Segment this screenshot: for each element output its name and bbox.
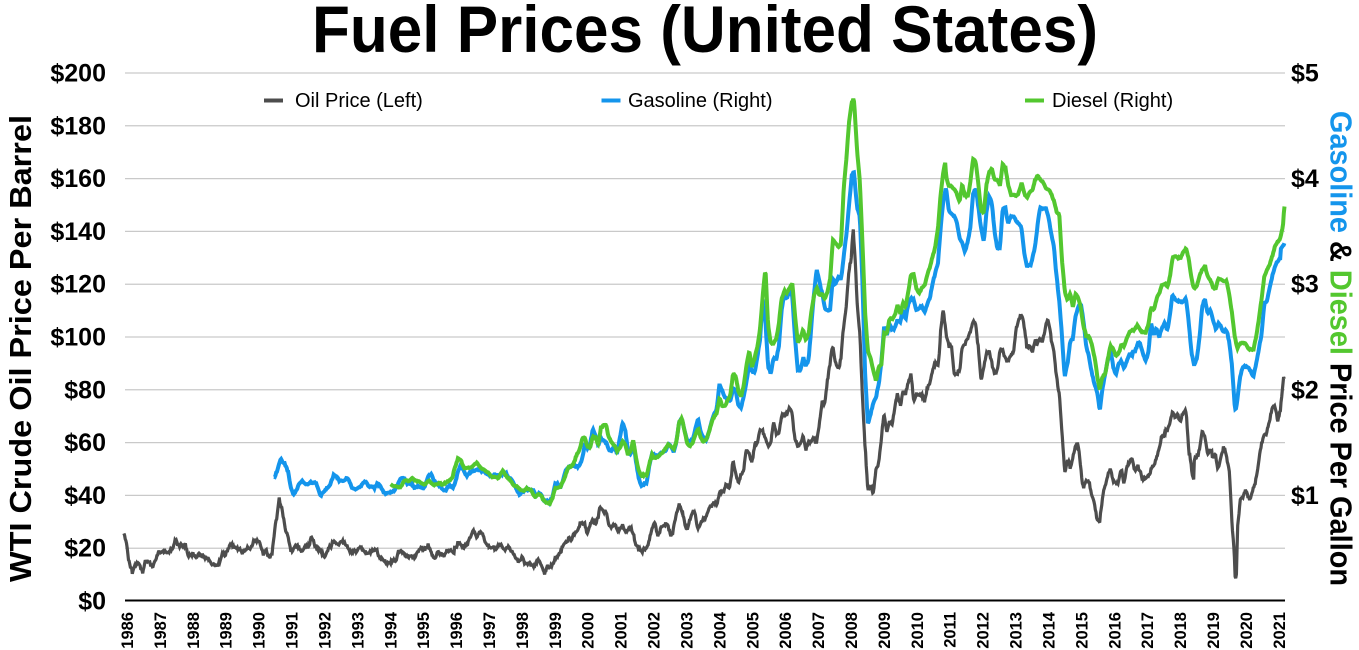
svg-text:1999: 1999 [547, 612, 565, 649]
svg-text:Gasoline & Diesel Price Per Ga: Gasoline & Diesel Price Per Gallon [1324, 111, 1359, 586]
svg-text:Fuel Prices (United States): Fuel Prices (United States) [312, 0, 1098, 66]
svg-text:2010: 2010 [909, 612, 927, 649]
svg-text:$200: $200 [50, 60, 106, 88]
svg-text:2017: 2017 [1139, 612, 1157, 649]
svg-text:2020: 2020 [1238, 612, 1256, 649]
svg-text:2011: 2011 [942, 612, 960, 648]
svg-text:2016: 2016 [1106, 612, 1124, 649]
svg-text:$0: $0 [78, 588, 106, 616]
svg-text:$3: $3 [1291, 271, 1319, 299]
svg-text:1991: 1991 [284, 612, 302, 649]
svg-text:$140: $140 [50, 218, 106, 246]
svg-text:2014: 2014 [1041, 611, 1059, 649]
svg-text:2018: 2018 [1172, 612, 1190, 649]
svg-text:Diesel (Right): Diesel (Right) [1052, 90, 1173, 112]
svg-text:1987: 1987 [152, 612, 170, 649]
svg-text:2004: 2004 [711, 611, 729, 649]
svg-text:2005: 2005 [744, 612, 762, 649]
svg-text:$100: $100 [50, 324, 106, 352]
svg-text:1986: 1986 [119, 612, 137, 649]
svg-text:1997: 1997 [481, 612, 499, 649]
svg-text:2013: 2013 [1008, 612, 1026, 649]
svg-text:$2: $2 [1291, 376, 1319, 404]
svg-text:$1: $1 [1291, 482, 1319, 510]
svg-text:1992: 1992 [317, 612, 335, 649]
svg-text:1993: 1993 [349, 612, 367, 649]
svg-text:Gasoline (Right): Gasoline (Right) [628, 90, 773, 112]
svg-text:1989: 1989 [218, 612, 236, 649]
svg-text:WTI Crude Oil Price Per Barrel: WTI Crude Oil Price Per Barrel [3, 115, 38, 582]
svg-text:$180: $180 [50, 112, 106, 140]
svg-text:$80: $80 [64, 376, 106, 404]
svg-text:1990: 1990 [251, 612, 269, 649]
svg-text:$5: $5 [1291, 60, 1319, 88]
svg-text:2001: 2001 [613, 612, 631, 649]
svg-text:$120: $120 [50, 271, 106, 299]
svg-text:1998: 1998 [514, 612, 532, 649]
svg-text:$40: $40 [64, 482, 106, 510]
svg-text:2008: 2008 [843, 612, 861, 649]
svg-text:$60: $60 [64, 429, 106, 457]
svg-text:2019: 2019 [1205, 612, 1223, 649]
svg-text:2009: 2009 [876, 612, 894, 649]
svg-text:1996: 1996 [448, 612, 466, 649]
svg-text:2006: 2006 [777, 612, 795, 649]
svg-text:2007: 2007 [810, 612, 828, 649]
svg-text:$4: $4 [1291, 165, 1319, 193]
svg-text:$160: $160 [50, 165, 106, 193]
svg-text:2000: 2000 [580, 612, 598, 649]
svg-text:2015: 2015 [1073, 612, 1091, 649]
svg-text:Oil Price (Left): Oil Price (Left) [295, 90, 423, 112]
svg-text:1988: 1988 [185, 612, 203, 649]
svg-text:2012: 2012 [975, 612, 993, 649]
svg-text:2002: 2002 [646, 612, 664, 649]
svg-text:1994: 1994 [382, 611, 400, 649]
svg-text:1995: 1995 [415, 612, 433, 649]
svg-text:2021: 2021 [1271, 612, 1289, 649]
svg-text:2003: 2003 [679, 612, 697, 649]
svg-text:$20: $20 [64, 535, 106, 563]
